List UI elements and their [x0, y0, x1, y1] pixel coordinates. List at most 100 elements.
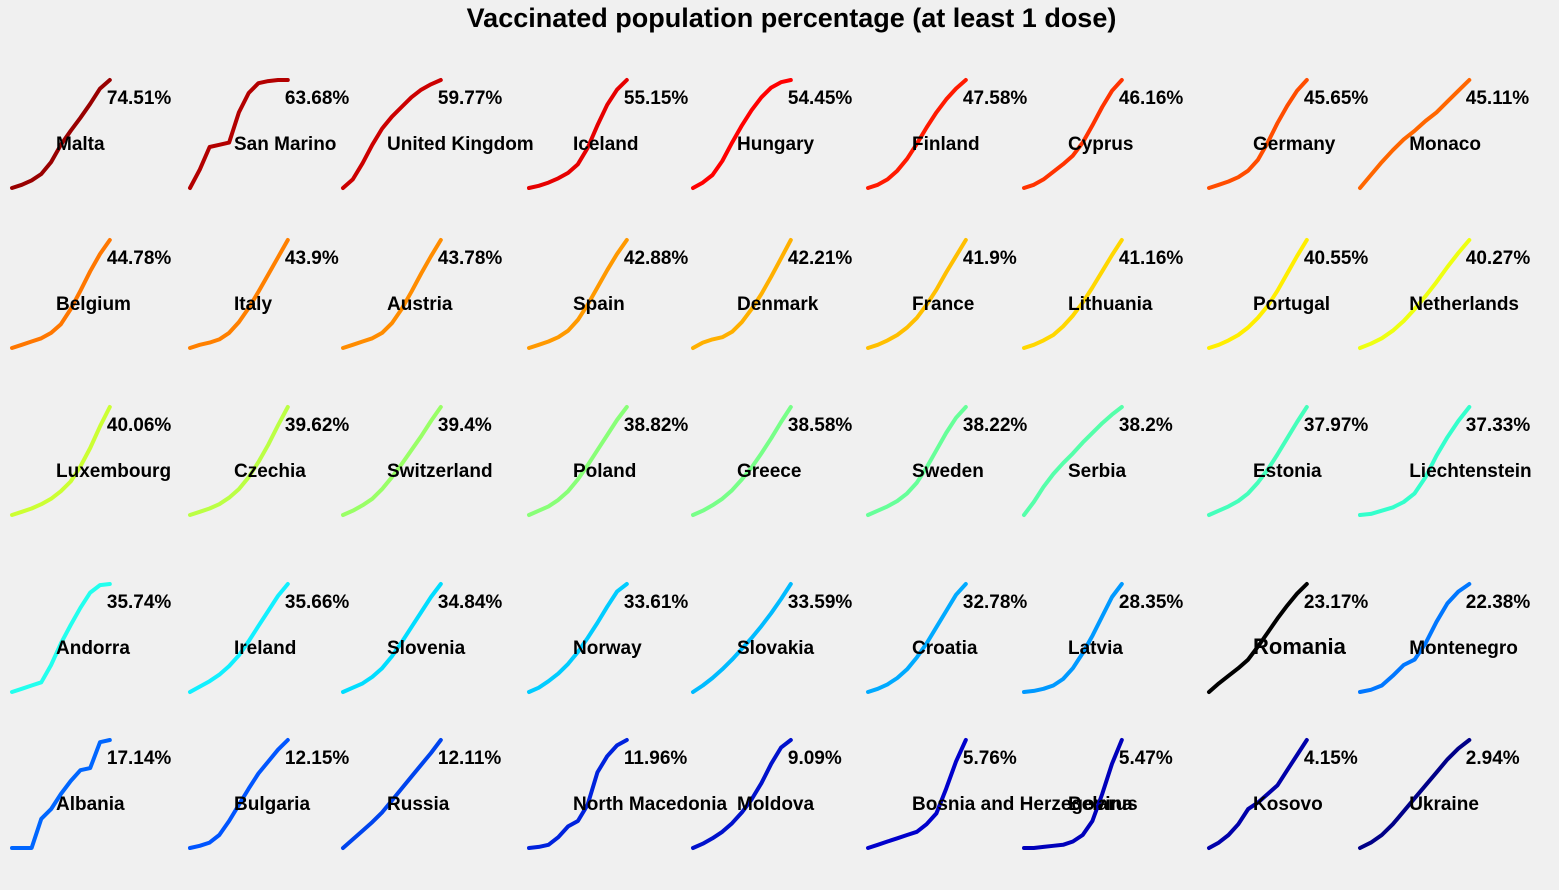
- series-name-label: Portugal: [1253, 294, 1330, 315]
- series-line: [1022, 738, 1124, 850]
- series-line: [341, 78, 443, 190]
- series-name-label: Sweden: [912, 461, 984, 482]
- series-name-label: Hungary: [737, 134, 815, 155]
- value-label: 34.84%: [438, 592, 503, 613]
- series-name-label: Greece: [737, 461, 801, 482]
- value-label: 40.27%: [1466, 248, 1531, 269]
- series-line: [10, 238, 112, 350]
- panel-romania: 23.17% Romania: [1207, 582, 1369, 694]
- value-label: 38.58%: [788, 415, 853, 436]
- panel-belgium: 44.78% Belgium: [10, 238, 172, 350]
- series-line: [10, 405, 112, 517]
- value-label: 42.21%: [788, 248, 853, 269]
- panel-kosovo: 4.15% Kosovo: [1207, 738, 1358, 850]
- series-name-label: Cyprus: [1068, 134, 1133, 155]
- series-line: [1358, 582, 1472, 694]
- value-label: 17.14%: [107, 748, 172, 769]
- value-label: 40.55%: [1304, 248, 1369, 269]
- series-line: [691, 238, 793, 350]
- series-line: [188, 78, 290, 190]
- series-line: [691, 405, 793, 517]
- panel-belarus: 5.47% Belarus: [1022, 738, 1173, 850]
- panel-france: 41.9% France: [866, 238, 1017, 350]
- series-line: [1022, 78, 1124, 190]
- series-name-label: Czechia: [234, 461, 306, 482]
- series-name-label: Netherlands: [1409, 294, 1519, 315]
- series-name-label: Bulgaria: [234, 794, 310, 815]
- series-name-label: Slovenia: [387, 638, 466, 659]
- panel-czechia: 39.62% Czechia: [188, 405, 349, 517]
- value-label: 44.78%: [107, 248, 172, 269]
- panel-latvia: 28.35% Latvia: [1022, 582, 1183, 694]
- panel-bulgaria: 12.15% Bulgaria: [188, 738, 349, 850]
- panel-ireland: 35.66% Ireland: [188, 582, 349, 694]
- series-line: [1358, 238, 1472, 350]
- series-line: [1358, 78, 1472, 190]
- panel-north-macedonia: 11.96% North Macedonia: [527, 738, 728, 850]
- series-line: [866, 405, 968, 517]
- panel-montenegro: 22.38% Montenegro: [1358, 582, 1530, 694]
- value-label: 11.96%: [624, 748, 687, 769]
- value-label: 46.16%: [1119, 88, 1184, 109]
- value-label: 38.22%: [963, 415, 1028, 436]
- series-line: [527, 582, 629, 694]
- series-name-label: Serbia: [1068, 461, 1127, 482]
- panel-hungary: 54.45% Hungary: [691, 78, 853, 190]
- series-line: [691, 582, 793, 694]
- series-line: [691, 738, 793, 850]
- series-line: [1207, 582, 1309, 694]
- series-name-label: Latvia: [1068, 638, 1123, 659]
- series-name-label: Moldova: [737, 794, 814, 815]
- series-line: [866, 582, 968, 694]
- series-line: [1207, 78, 1309, 190]
- value-label: 43.78%: [438, 248, 503, 269]
- panel-greece: 38.58% Greece: [691, 405, 853, 517]
- panel-bosnia-and-herzegovina: 5.76% Bosnia and Herzegovina: [866, 738, 1133, 850]
- series-line: [188, 238, 290, 350]
- series-line: [1207, 405, 1309, 517]
- panel-estonia: 37.97% Estonia: [1207, 405, 1369, 517]
- series-line: [1358, 738, 1472, 850]
- value-label: 39.4%: [438, 415, 492, 436]
- series-line: [1022, 405, 1124, 517]
- value-label: 63.68%: [285, 88, 350, 109]
- value-label: 45.65%: [1304, 88, 1369, 109]
- panel-serbia: 38.2% Serbia: [1022, 405, 1173, 517]
- panel-monaco: 45.11% Monaco: [1358, 78, 1529, 190]
- value-label: 41.16%: [1119, 248, 1184, 269]
- panel-croatia: 32.78% Croatia: [866, 582, 1027, 694]
- series-line: [10, 738, 112, 850]
- series-name-label: Slovakia: [737, 638, 815, 659]
- panel-portugal: 40.55% Portugal: [1207, 238, 1369, 350]
- series-name-label: Luxembourg: [56, 461, 171, 482]
- panel-austria: 43.78% Austria: [341, 238, 503, 350]
- value-label: 37.97%: [1304, 415, 1369, 436]
- panel-spain: 42.88% Spain: [527, 238, 688, 350]
- series-line: [341, 582, 443, 694]
- series-name-label: Malta: [56, 134, 105, 155]
- panel-russia: 12.11% Russia: [341, 738, 501, 850]
- value-label: 54.45%: [788, 88, 853, 109]
- panel-sweden: 38.22% Sweden: [866, 405, 1028, 517]
- series-line: [1358, 405, 1472, 517]
- series-line: [341, 238, 443, 350]
- value-label: 59.77%: [438, 88, 503, 109]
- value-label: 5.76%: [963, 748, 1017, 769]
- series-name-label: Finland: [912, 134, 980, 155]
- value-label: 47.58%: [963, 88, 1028, 109]
- series-name-label: Austria: [387, 294, 453, 315]
- panel-poland: 38.82% Poland: [527, 405, 688, 517]
- value-label: 23.17%: [1304, 592, 1369, 613]
- panel-norway: 33.61% Norway: [527, 582, 688, 694]
- value-label: 5.47%: [1119, 748, 1173, 769]
- series-name-label: Iceland: [573, 134, 638, 155]
- series-line: [866, 238, 968, 350]
- series-line: [691, 78, 793, 190]
- value-label: 33.59%: [788, 592, 853, 613]
- panel-andorra: 35.74% Andorra: [10, 582, 171, 694]
- series-name-label: Bosnia and Herzegovina: [912, 794, 1133, 815]
- value-label: 41.9%: [963, 248, 1017, 269]
- series-name-label: Italy: [234, 294, 272, 315]
- panel-ukraine: 2.94% Ukraine: [1358, 738, 1520, 850]
- panel-iceland: 55.15% Iceland: [527, 78, 688, 190]
